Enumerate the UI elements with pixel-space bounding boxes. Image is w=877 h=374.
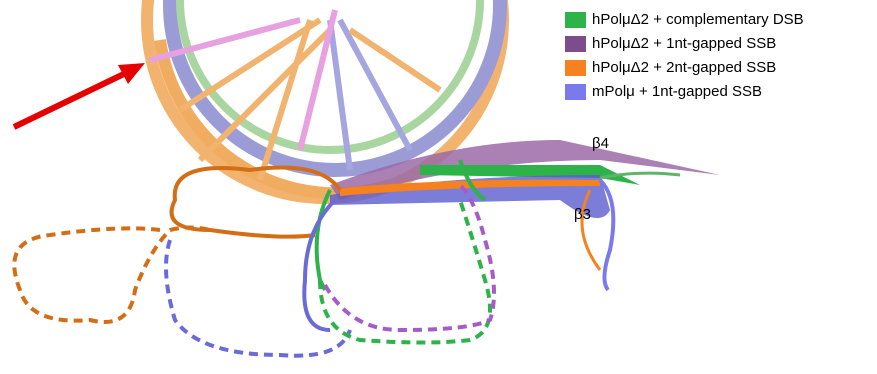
dashed-loops: [14, 185, 494, 356]
legend-swatch: [565, 60, 586, 76]
legend-swatch: [565, 84, 586, 100]
legend-swatch: [565, 36, 586, 52]
arrow: [14, 72, 128, 127]
legend-label: hPolμΔ2 + 2nt-gapped SSB: [592, 59, 776, 76]
legend-swatch: [565, 12, 586, 28]
strand-label: β4: [592, 135, 609, 152]
legend-label: hPolμΔ2 + complementary DSB: [592, 11, 804, 28]
strand-label: β3: [574, 206, 591, 223]
legend-label: mPolμ + 1nt-gapped SSB: [592, 83, 762, 100]
figure: hPolμΔ2 + complementary DSB hPolμΔ2 + 1nt…: [0, 0, 877, 369]
legend-label: hPolμΔ2 + 1nt-gapped SSB: [592, 35, 776, 52]
